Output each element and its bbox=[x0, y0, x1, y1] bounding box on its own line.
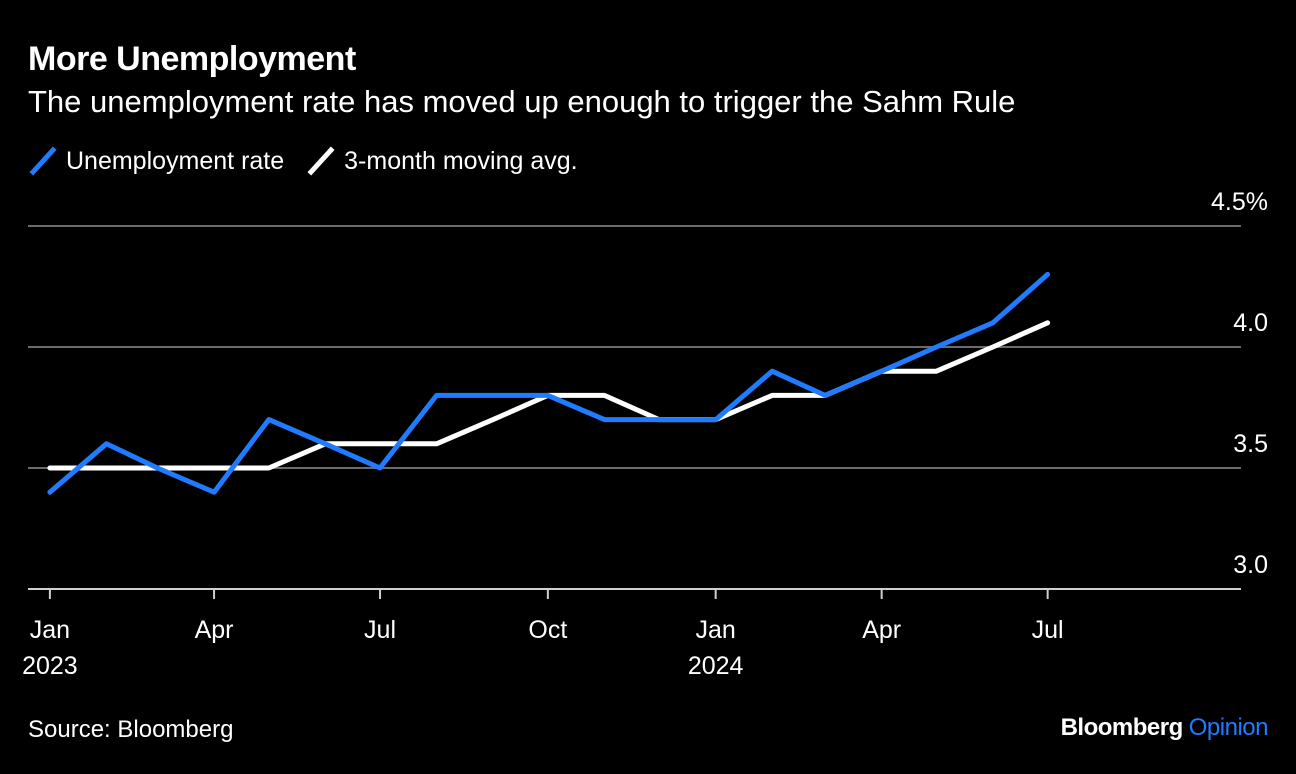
x-tick-label-0: Jan bbox=[30, 616, 70, 644]
x-tick-sublabel-0: 2023 bbox=[22, 652, 78, 680]
x-tick-label-2: Jul bbox=[364, 616, 396, 644]
x-tick-label-4: Jan bbox=[696, 616, 736, 644]
bloomberg-opinion-logo: Bloomberg Opinion bbox=[1060, 714, 1269, 742]
legend-swatch-moving-avg bbox=[307, 146, 335, 176]
brand-name: Bloomberg bbox=[1060, 714, 1184, 741]
legend-item-unemployment-rate: Unemployment rate bbox=[28, 146, 284, 176]
x-tick-label-5: Apr bbox=[862, 616, 901, 644]
y-tick-label-2: 4.0 bbox=[1233, 309, 1268, 337]
x-tick-label-1: Apr bbox=[195, 616, 234, 644]
chart-title: More Unemployment bbox=[28, 40, 356, 78]
x-tick-sublabel-4: 2024 bbox=[688, 652, 744, 680]
chart-subtitle: The unemployment rate has moved up enoug… bbox=[28, 84, 1016, 119]
y-tick-label-1: 3.5 bbox=[1233, 430, 1268, 458]
legend: Unemployment rate 3-month moving avg. bbox=[28, 146, 600, 176]
brand-suffix: Opinion bbox=[1188, 714, 1269, 741]
y-tick-label-0: 3.0 bbox=[1233, 551, 1268, 579]
x-tick-label-3: Oct bbox=[528, 616, 567, 644]
legend-swatch-unemployment-rate bbox=[29, 146, 57, 176]
legend-label-moving-avg: 3-month moving avg. bbox=[344, 146, 578, 175]
y-tick-label-3: 4.5% bbox=[1211, 188, 1268, 216]
legend-label-unemployment-rate: Unemployment rate bbox=[66, 146, 285, 175]
series-line-unemployment-rate bbox=[47, 271, 1051, 495]
legend-item-moving-avg: 3-month moving avg. bbox=[306, 146, 578, 176]
x-tick-label-6: Jul bbox=[1032, 616, 1064, 644]
source-note: Source: Bloomberg bbox=[28, 716, 234, 743]
